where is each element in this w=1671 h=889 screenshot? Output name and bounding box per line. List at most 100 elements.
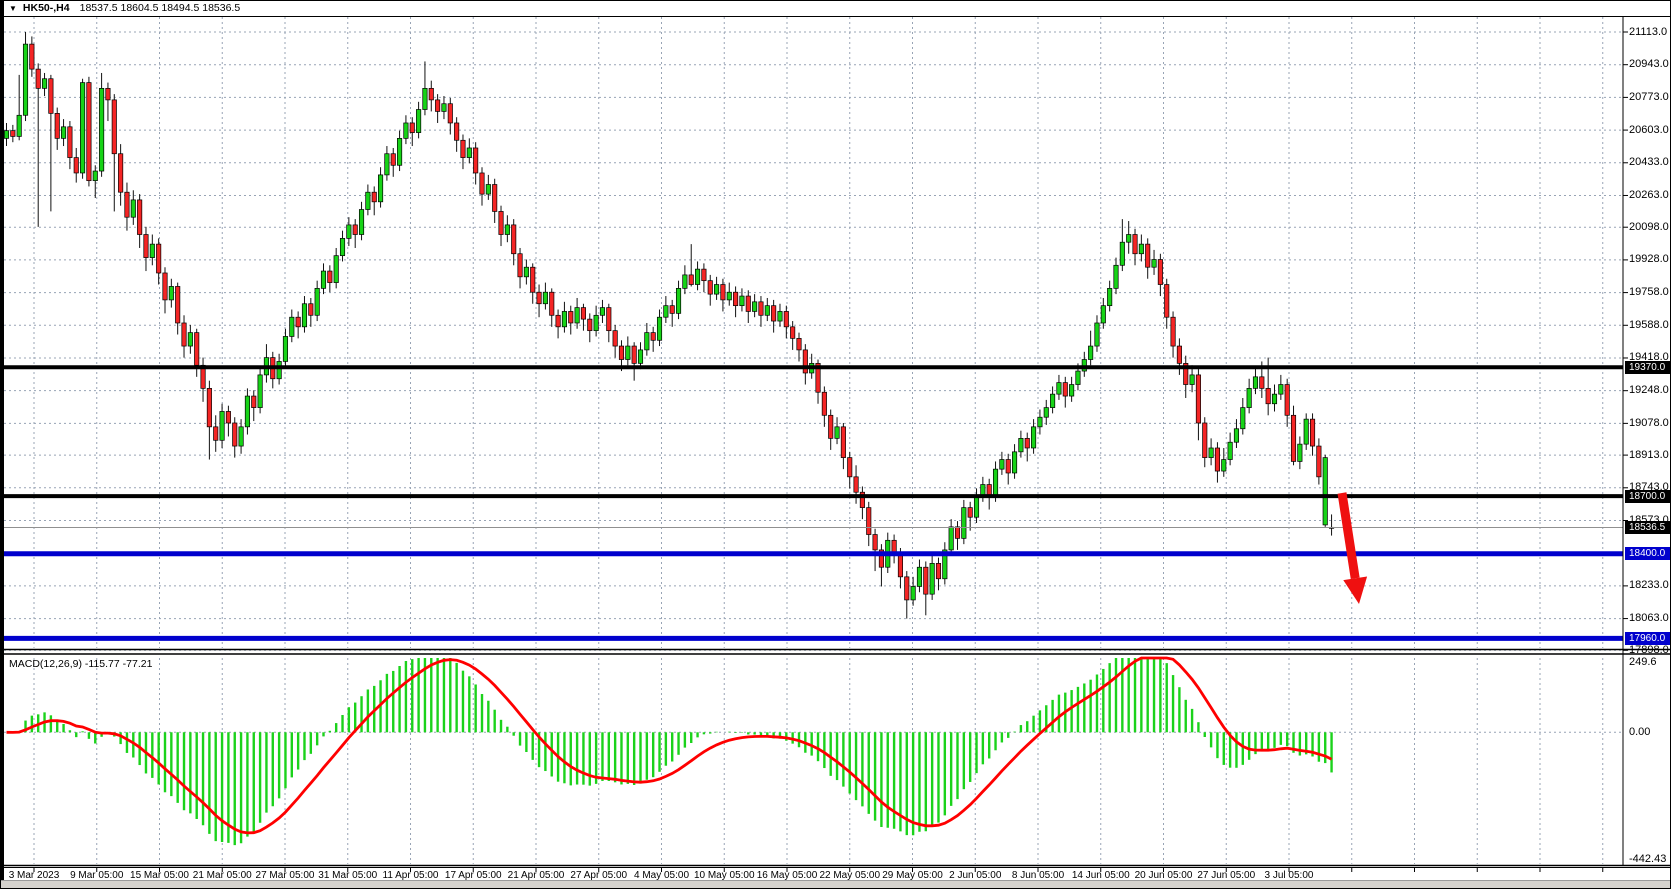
price-axis-label: 19588.0 [1629, 318, 1669, 331]
candle [574, 307, 580, 324]
sell-arrow-head[interactable] [1343, 576, 1368, 605]
candle [416, 109, 422, 133]
candle [568, 311, 574, 324]
candle [1056, 382, 1062, 395]
price-axis-label: 17898.0 [1629, 643, 1669, 656]
candle [992, 468, 999, 497]
candle [371, 191, 377, 203]
chevron-down-icon[interactable]: ▼ [9, 4, 17, 13]
candle [73, 157, 79, 174]
candle [35, 68, 41, 89]
candle [162, 272, 168, 301]
candle [80, 82, 86, 174]
candle [739, 295, 745, 307]
candle [149, 243, 155, 258]
macd-axis-label: 0.00 [1629, 725, 1651, 738]
candle [403, 122, 409, 139]
price-axis-label: 18233.0 [1629, 579, 1669, 592]
candle [1303, 418, 1309, 445]
candle [466, 147, 472, 158]
time-axis-label: 16 May 05:00 [756, 870, 818, 881]
candle [61, 126, 67, 139]
candle [485, 184, 491, 195]
candle [447, 103, 453, 124]
time-axis-label: 8 Jun 05:00 [1011, 870, 1065, 881]
price-axis-label: 20263.0 [1629, 188, 1669, 201]
candle [1138, 243, 1144, 255]
candle [587, 318, 593, 332]
level-price-badge: 18700.0 [1625, 489, 1670, 503]
candle [929, 563, 935, 595]
candle [1157, 259, 1163, 285]
candle [1126, 234, 1132, 243]
candle [118, 153, 124, 193]
candle [1075, 370, 1081, 385]
candle [859, 491, 865, 508]
candle [904, 576, 910, 601]
candle [656, 316, 663, 341]
candle [1043, 407, 1049, 418]
candle [517, 253, 523, 278]
price-axis-label: 19758.0 [1629, 286, 1669, 299]
candle [137, 199, 143, 235]
time-axis-label: 29 May 05:00 [882, 870, 943, 881]
candle [549, 291, 555, 316]
price-axis-label: 19078.0 [1629, 416, 1669, 429]
price-axis-label: 20433.0 [1629, 156, 1669, 169]
candle [194, 332, 200, 366]
candle [1005, 459, 1011, 474]
candle [1183, 363, 1189, 385]
candle [1050, 393, 1056, 408]
candle [213, 426, 219, 441]
candle [542, 291, 548, 305]
candle [67, 126, 73, 158]
candle [764, 305, 770, 316]
candle [1037, 416, 1043, 428]
candle [695, 268, 701, 285]
candle [225, 411, 231, 424]
candle [92, 170, 98, 182]
candle [314, 288, 320, 316]
candle [130, 199, 136, 218]
level-price-badge: 19370.0 [1625, 360, 1670, 374]
candle [1100, 305, 1106, 324]
candle [1322, 457, 1328, 526]
candle [289, 316, 295, 337]
macd-indicator-label: MACD(12,26,9) -115.77 -77.21 [9, 658, 152, 670]
candle [1113, 264, 1119, 289]
candle [783, 311, 789, 328]
macd-axis-label: -442.43 [1629, 853, 1667, 865]
candle [10, 130, 16, 137]
candle [1290, 414, 1297, 462]
macd-axis-label: 249.6 [1629, 656, 1657, 668]
candle [1259, 376, 1265, 389]
candle [206, 388, 212, 428]
candle [1284, 384, 1290, 416]
price-axis-label: 20943.0 [1629, 58, 1669, 71]
level-price-badge: 17960.0 [1625, 631, 1670, 645]
candle [422, 88, 428, 110]
candle [358, 209, 365, 235]
candle [219, 411, 225, 441]
candle [187, 332, 193, 347]
candle [1240, 407, 1246, 430]
candle [1252, 376, 1259, 389]
candle [942, 549, 948, 580]
candle [720, 284, 726, 301]
candle [1031, 426, 1037, 449]
candle [1189, 374, 1195, 385]
candle [714, 284, 720, 295]
macd-name: MACD(12,26,9) [9, 658, 82, 670]
candle [473, 147, 479, 174]
candle [1151, 259, 1157, 268]
time-axis-label: 27 Apr 05:00 [570, 870, 628, 881]
time-axis-label: 9 Mar 05:00 [70, 870, 124, 881]
sell-arrow-shaft[interactable] [1337, 492, 1360, 579]
candle [897, 553, 903, 578]
candle [1265, 388, 1271, 405]
price-axis-label: 18913.0 [1629, 448, 1669, 461]
candle [580, 307, 586, 320]
price-axis-label: 20098.0 [1629, 220, 1669, 233]
candle [663, 305, 669, 318]
